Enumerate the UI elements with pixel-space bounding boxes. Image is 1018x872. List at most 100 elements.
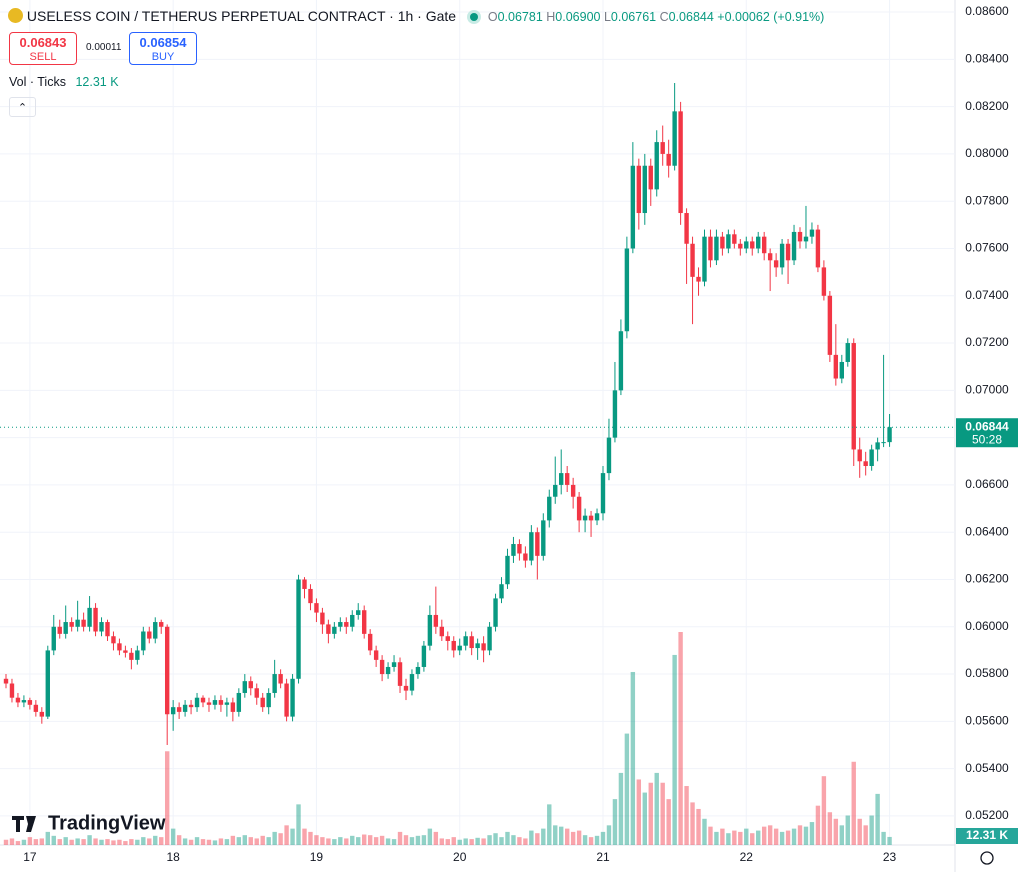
volume-bar: [475, 837, 480, 845]
volume-bar: [314, 835, 319, 845]
volume-bar: [45, 831, 50, 845]
volume-bar: [212, 840, 218, 845]
volume-bar: [881, 831, 886, 845]
volume-bar: [159, 837, 164, 845]
candle-body: [445, 636, 450, 641]
candle-body: [875, 442, 880, 450]
candle-body: [463, 636, 468, 646]
candle-body: [809, 229, 815, 237]
candle-body: [535, 532, 540, 556]
candle-body: [302, 579, 307, 589]
candle-body: [761, 236, 767, 254]
collapse-button[interactable]: ⌃: [9, 97, 36, 117]
y-tick-label: 0.05600: [965, 714, 1009, 728]
volume-bar: [744, 828, 749, 845]
candle-body: [45, 650, 50, 717]
volume-bar: [529, 830, 534, 845]
volume-bar: [451, 837, 456, 845]
volume-bar: [594, 835, 600, 845]
volume-bar: [517, 837, 522, 845]
candle-body: [732, 234, 737, 244]
volume-bar: [176, 835, 182, 845]
candle-body: [57, 626, 62, 634]
candle-body: [791, 231, 797, 261]
h-label: H: [546, 10, 556, 24]
volume-bar: [33, 839, 39, 845]
candle-body: [218, 700, 224, 705]
l-label: L: [603, 10, 611, 24]
candle-body: [845, 343, 850, 362]
last-price-label: 0.06844: [965, 419, 1009, 433]
candle-body: [421, 645, 427, 667]
candle-body: [451, 640, 456, 651]
volume-bar: [809, 822, 815, 845]
volume-bar: [815, 805, 821, 845]
volume-bar: [803, 826, 809, 845]
candle-body: [851, 343, 856, 450]
candle-body: [624, 248, 630, 332]
volume-bar: [630, 671, 636, 845]
header: USELESS COIN / TETHERUS PERPETUAL CONTRA…: [8, 8, 824, 24]
candle-body: [821, 267, 827, 296]
candle-body: [81, 619, 86, 627]
volume-bar: [481, 838, 486, 845]
volume-bar: [433, 831, 439, 845]
volume-bar: [570, 831, 576, 845]
candle-body: [833, 354, 839, 379]
volume-bar: [308, 831, 313, 845]
volume-bar: [164, 751, 170, 845]
volume-bar: [302, 828, 307, 845]
volume-bar: [27, 837, 33, 845]
volume-bar: [356, 837, 361, 845]
buy-button[interactable]: 0.06854 BUY: [129, 32, 197, 65]
candle-body: [505, 555, 510, 585]
y-tick-label: 0.08200: [965, 99, 1009, 113]
volume-bar: [576, 830, 582, 845]
volume-bar: [194, 837, 200, 845]
candle-body: [236, 692, 242, 712]
candle-body: [815, 229, 821, 268]
y-tick-label: 0.07200: [965, 335, 1009, 349]
volume-bar: [9, 838, 15, 845]
candle-body: [523, 553, 528, 561]
volume-bar: [141, 837, 146, 845]
sell-button[interactable]: 0.06843 SELL: [9, 32, 77, 65]
candle-body: [738, 243, 743, 249]
settings-icon[interactable]: [980, 851, 994, 865]
volume-bar: [75, 838, 80, 845]
candle-body: [9, 683, 15, 698]
candle-body: [391, 662, 397, 667]
volume-bar: [487, 835, 492, 845]
volume-bar: [869, 815, 874, 845]
candle-body: [726, 234, 731, 249]
candle-body: [87, 607, 92, 627]
volume-bar: [135, 839, 140, 845]
candle-body: [397, 662, 403, 686]
volume-bar: [15, 841, 21, 845]
volume-bar: [409, 837, 415, 845]
candle-body: [194, 697, 200, 708]
volume-bar: [320, 837, 325, 845]
candle-body: [224, 702, 230, 705]
candle-body: [188, 704, 194, 708]
volume-bar: [123, 841, 128, 845]
candle-body: [827, 295, 833, 355]
candle-body: [487, 626, 492, 651]
volume-bar: [493, 833, 498, 845]
y-tick-label: 0.06000: [965, 619, 1009, 633]
volume-bar: [230, 835, 236, 845]
volume-bar: [559, 826, 564, 845]
candle-body: [720, 236, 725, 249]
candle-body: [654, 142, 659, 190]
candle-body: [15, 697, 21, 703]
candle-body: [200, 697, 206, 703]
volume-bar: [564, 828, 570, 845]
volume-bar: [660, 782, 665, 845]
candle-body: [63, 622, 68, 634]
candle-body: [570, 484, 576, 497]
candle-body: [559, 473, 564, 485]
c-label: C: [659, 10, 669, 24]
volume-bar: [839, 825, 844, 845]
candle-body: [803, 236, 809, 242]
volume-bar: [666, 799, 671, 845]
